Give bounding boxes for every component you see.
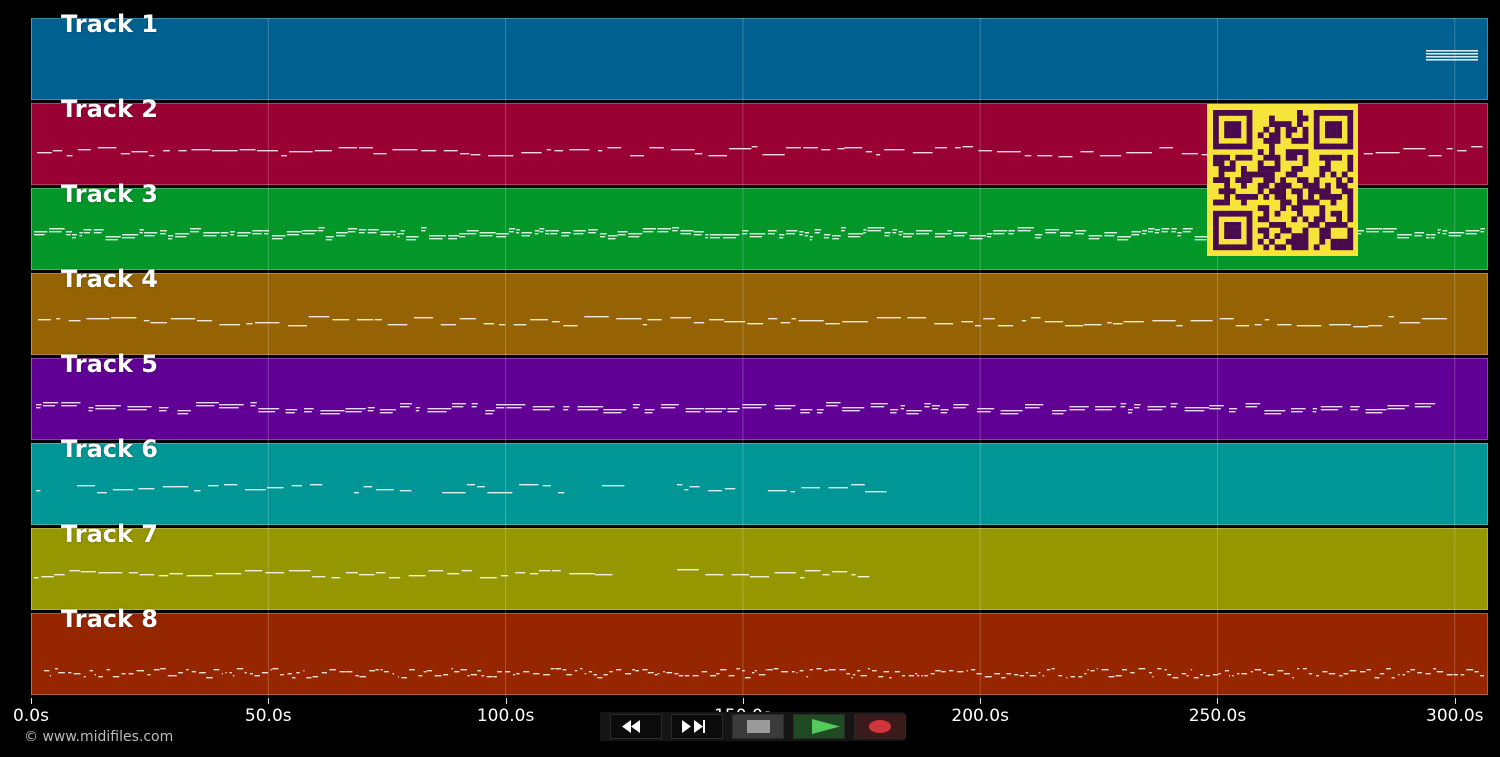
track-lane-6[interactable]: Track 6	[31, 435, 1488, 525]
axis-tick	[1217, 698, 1219, 704]
track-label: Track 2	[61, 95, 159, 123]
note-pattern	[36, 484, 887, 494]
track-label: Track 4	[61, 265, 159, 293]
note-pattern	[37, 146, 1483, 158]
axis-tick-label: 300.0s	[1426, 706, 1484, 726]
qr-code-pattern	[1213, 110, 1354, 251]
copyright-text: © www.midifiles.com	[24, 729, 174, 745]
axis-tick-label: 50.0s	[244, 706, 292, 726]
note-pattern	[44, 668, 1484, 679]
axis-tick	[268, 698, 270, 704]
record-button[interactable]	[854, 714, 906, 739]
qr-code-icon[interactable]	[1207, 104, 1358, 256]
stop-icon	[747, 720, 770, 733]
axis-tick-label: 0.0s	[13, 706, 49, 726]
rewind-icon	[622, 720, 640, 733]
note-pattern	[34, 569, 870, 579]
track-label: Track 7	[61, 520, 159, 548]
axis-tick-label: 100.0s	[476, 706, 535, 726]
axis-tick-label: 200.0s	[951, 706, 1009, 726]
note-pattern	[36, 402, 1436, 415]
stop-button[interactable]	[732, 714, 784, 739]
axis-tick	[980, 698, 982, 704]
note-pattern	[38, 316, 1448, 328]
play-icon	[812, 719, 840, 734]
track-lane-4[interactable]: Track 4	[31, 265, 1488, 355]
play-button[interactable]	[793, 714, 845, 739]
fast-forward-icon	[682, 720, 705, 733]
axis-tick	[1454, 698, 1456, 704]
axis-tick	[31, 698, 32, 704]
track-label: Track 5	[61, 350, 159, 378]
track-lane-1[interactable]: Track 1	[31, 10, 1488, 100]
track-label: Track 6	[61, 435, 159, 463]
track-label: Track 8	[61, 605, 159, 633]
axis-tick	[505, 698, 507, 704]
track-label: Track 1	[61, 10, 159, 38]
axis-tick	[742, 698, 744, 704]
track-label: Track 3	[61, 180, 159, 208]
track-lane-7[interactable]: Track 7	[31, 520, 1488, 610]
track-lane-5[interactable]: Track 5	[31, 350, 1488, 440]
transport-controls	[600, 712, 906, 741]
fast-forward-button[interactable]	[671, 714, 723, 739]
axis-tick-label: 250.0s	[1188, 706, 1247, 726]
track-lane-8[interactable]: Track 8	[31, 605, 1488, 695]
record-icon	[869, 720, 891, 733]
rewind-button[interactable]	[610, 714, 662, 739]
note-pattern	[1426, 50, 1478, 61]
